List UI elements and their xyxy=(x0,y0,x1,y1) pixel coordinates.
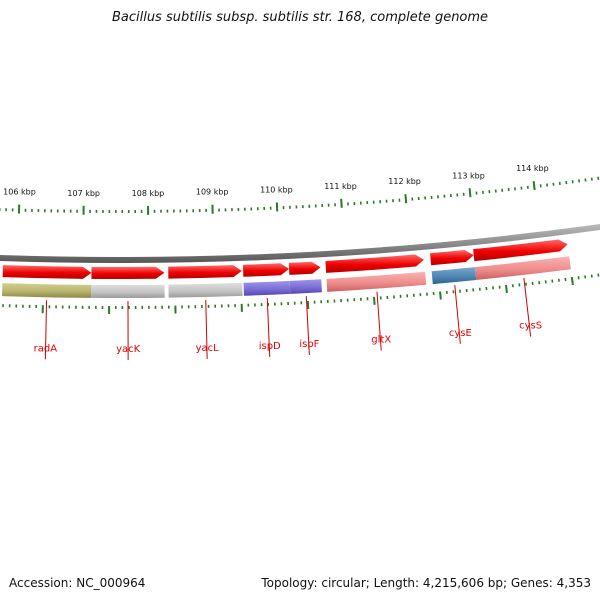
gene-label-line xyxy=(523,277,532,337)
genome-backbone xyxy=(0,223,600,263)
ruler-tick-label: 107 kbp xyxy=(67,189,100,198)
ruler-tick-label: 112 kbp xyxy=(388,177,421,186)
genome-info: Topology: circular; Length: 4,215,606 bp… xyxy=(261,576,591,590)
ruler-major-tick xyxy=(468,188,472,198)
backbone-arc xyxy=(0,223,600,263)
ruler-tick-label: 113 kbp xyxy=(452,171,485,180)
feature-block xyxy=(431,267,477,285)
background-tick xyxy=(570,277,574,286)
feature-block xyxy=(91,284,165,298)
gene-label: yacK xyxy=(116,344,141,355)
feature-track xyxy=(2,256,571,298)
feature-block xyxy=(168,282,243,298)
gene-arrow-track xyxy=(2,239,568,279)
gene-arrow xyxy=(430,250,474,266)
ruler-tick-label: 109 kbp xyxy=(196,188,229,197)
ruler-major-tick xyxy=(340,198,343,208)
ruler-major-tick xyxy=(404,194,408,204)
gene-arrow xyxy=(325,254,425,273)
ruler-tick-label: 111 kbp xyxy=(324,182,357,191)
gene-label-line xyxy=(44,300,48,360)
gene-label-line xyxy=(205,299,208,359)
background-tick xyxy=(373,296,376,305)
gene-label-line xyxy=(305,296,310,356)
gene-label: yacL xyxy=(196,343,220,354)
gene-label-line xyxy=(376,291,382,351)
ruler-tick-label: 106 kbp xyxy=(3,188,36,197)
background-tick-ring xyxy=(2,273,600,314)
feature-block xyxy=(2,283,92,298)
background-tick xyxy=(505,284,508,293)
gene-label: gltX xyxy=(371,334,391,345)
feature-block xyxy=(243,280,291,296)
ruler-tick-label: 108 kbp xyxy=(132,189,165,198)
ruler-tick-label: 110 kbp xyxy=(260,185,293,194)
gene-arrow xyxy=(288,261,321,275)
genome-title: Bacillus subtilis subsp. subtilis str. 1… xyxy=(111,10,489,25)
gene-label: ispD xyxy=(259,341,281,352)
gene-arrow xyxy=(91,266,165,279)
feature-block xyxy=(289,279,322,294)
gene-label-layer: radA yacK yacL ispD ispF gltX cysE cysS xyxy=(34,277,542,360)
background-tick xyxy=(439,291,442,300)
gene-label: cysE xyxy=(449,328,472,339)
gene-label: ispF xyxy=(299,339,319,350)
gene-arrow xyxy=(242,263,290,277)
feature-block xyxy=(326,271,427,292)
ruler-tick-label: 114 kbp xyxy=(516,164,549,173)
gene-arrow xyxy=(473,239,568,262)
kbp-ruler: 106 kbp 107 kbp 108 kbp 109 kbp 110 kbp 111 k… xyxy=(0,164,600,215)
ruler-major-tick xyxy=(532,180,536,191)
gene-label-line xyxy=(454,285,461,344)
gene-arrow xyxy=(168,265,242,279)
accession-label: Accession: NC_000964 xyxy=(9,576,146,590)
feature-block xyxy=(474,256,571,281)
gene-arrow xyxy=(2,265,92,279)
gene-label: radA xyxy=(34,343,58,354)
gene-label-line xyxy=(266,297,271,357)
gene-label: cysS xyxy=(519,321,542,332)
